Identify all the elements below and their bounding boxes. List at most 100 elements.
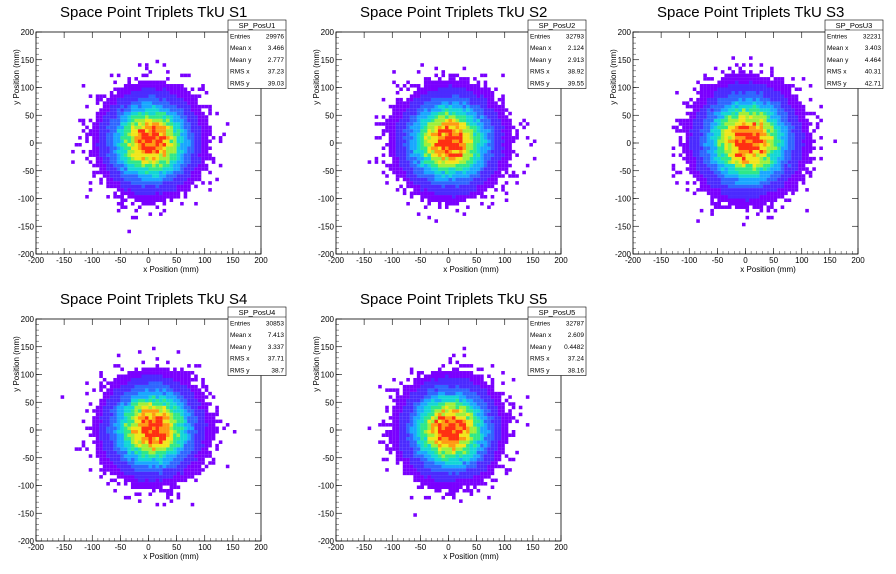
histogram-cell [130, 447, 135, 451]
histogram-cell [452, 139, 456, 144]
histogram-cell [756, 160, 760, 164]
histogram-cell [452, 129, 456, 133]
histogram-cell [685, 125, 690, 130]
histogram-cell [197, 440, 202, 444]
histogram-cell [148, 90, 153, 95]
histogram-cell [766, 80, 771, 85]
histogram-cell [123, 174, 128, 178]
histogram-cell [741, 222, 746, 227]
histogram-cell [113, 87, 117, 92]
histogram-cell [144, 436, 149, 441]
histogram-cell [194, 153, 198, 157]
histogram-cell [682, 101, 686, 105]
histogram-cell [144, 405, 149, 410]
histogram-cell [190, 149, 195, 154]
histogram-cell [155, 388, 160, 392]
histogram-cell [703, 87, 707, 92]
histogram-cell [434, 118, 439, 123]
histogram-cell [116, 468, 121, 472]
histogram-cell [113, 443, 117, 448]
histogram-cell [173, 191, 177, 196]
histogram-cell [176, 443, 181, 448]
histogram-cell [116, 412, 121, 417]
histogram-cell [159, 405, 163, 410]
histogram-cell [413, 188, 417, 192]
histogram-cell [113, 395, 117, 399]
histogram-cell [494, 115, 498, 119]
histogram-cell [399, 115, 403, 119]
histogram-cell [120, 475, 124, 479]
histogram-cell [696, 163, 700, 168]
histogram-cell [448, 132, 453, 137]
histogram-cell [197, 450, 202, 455]
histogram-cell [685, 181, 690, 185]
histogram-cell [462, 122, 467, 126]
histogram-cell [215, 177, 219, 182]
histogram-cell [120, 177, 124, 182]
histogram-cell [120, 90, 124, 95]
histogram-cell [798, 143, 802, 147]
histogram-cell [734, 153, 739, 157]
histogram-cell [130, 101, 135, 105]
histogram-cell [180, 443, 184, 448]
histogram-cell [123, 430, 128, 434]
histogram-cell [123, 461, 128, 465]
histogram-cell [448, 149, 453, 154]
histogram-cell [159, 160, 163, 164]
histogram-cell [703, 104, 707, 109]
histogram-cell [88, 181, 93, 185]
histogram-cell [731, 87, 736, 92]
histogram-cell [692, 191, 697, 196]
histogram-cell [190, 101, 195, 105]
histogram-cell [120, 170, 124, 175]
histogram-cell [106, 146, 110, 150]
histogram-cell [183, 132, 188, 137]
histogram-cell [487, 163, 491, 168]
histogram-cell [406, 118, 410, 123]
histogram-cell [770, 163, 774, 168]
histogram-cell [770, 215, 774, 220]
histogram-cell [162, 371, 167, 375]
histogram-cell [441, 97, 446, 102]
histogram-cell [794, 101, 799, 105]
histogram-cell [173, 118, 177, 123]
histogram-cell [734, 132, 739, 137]
histogram-cell [727, 97, 732, 102]
histogram-cell [176, 129, 181, 133]
histogram-cell [169, 492, 174, 496]
histogram-cell [148, 464, 153, 469]
histogram-cell [176, 423, 181, 427]
histogram-cell [134, 478, 139, 483]
histogram-cell [187, 391, 191, 396]
histogram-cell [794, 97, 799, 102]
histogram-cell [155, 436, 160, 441]
histogram-cell [169, 471, 174, 476]
histogram-cell [437, 191, 442, 196]
histogram-cell [819, 136, 823, 140]
histogram-cell [455, 146, 460, 150]
histogram-cell [176, 412, 181, 417]
histogram-cell [130, 97, 135, 102]
histogram-cell [388, 153, 393, 157]
histogram-cell [399, 136, 403, 140]
histogram-cell [703, 129, 707, 133]
histogram-cell [130, 423, 135, 427]
histogram-cell [123, 447, 128, 451]
histogram-cell [692, 181, 697, 185]
histogram-cell [416, 97, 421, 102]
histogram-cell [116, 90, 121, 95]
histogram-cell [166, 94, 170, 98]
histogram-cell [766, 139, 771, 144]
histogram-cell [448, 167, 453, 171]
histogram-cell [710, 143, 714, 147]
histogram-cell [102, 384, 107, 389]
histogram-cell [699, 153, 704, 157]
histogram-cell [696, 108, 700, 112]
histogram-cell [102, 143, 107, 147]
histogram-cell [483, 167, 488, 171]
y-tick-label: 100 [618, 84, 632, 93]
histogram-cell [738, 195, 743, 199]
histogram-cell [759, 163, 764, 168]
histogram-cell [173, 87, 177, 92]
histogram-cell [176, 143, 181, 147]
